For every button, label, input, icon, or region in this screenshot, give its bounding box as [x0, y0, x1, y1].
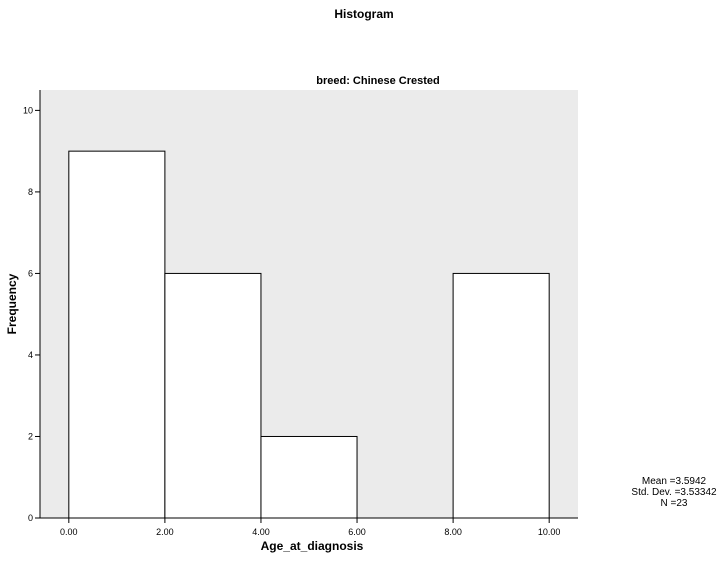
y-tick-label: 10 [23, 105, 33, 115]
x-tick-label: 0.00 [60, 527, 78, 537]
histogram-bar [164, 272, 262, 519]
stats-n: N =23 [661, 498, 688, 509]
y-tick-label: 8 [28, 187, 33, 197]
x-axis-label: Age_at_diagnosis [261, 539, 364, 553]
x-tick-label: 2.00 [156, 527, 174, 537]
histogram-bar [68, 150, 166, 519]
x-tick-label: 4.00 [252, 527, 270, 537]
y-tick-label: 0 [28, 513, 33, 523]
x-tick-label: 6.00 [348, 527, 366, 537]
stats-mean: Mean =3.5942 [642, 476, 707, 487]
x-tick-label: 8.00 [444, 527, 462, 537]
axes [39, 90, 578, 519]
stats-std-dev: Std. Dev. =3.53342 [631, 487, 717, 498]
y-axis-label: Frequency [5, 273, 19, 334]
y-tick-label: 6 [28, 268, 33, 278]
x-axis-ticks: 0.00 2.00 4.00 6.00 8.00 10.00 [60, 518, 560, 537]
stats-box: Mean =3.5942 Std. Dev. =3.53342 N =23 [631, 476, 717, 509]
histogram-bar [260, 435, 358, 519]
chart-title: Histogram [334, 7, 393, 21]
x-tick-label: 10.00 [538, 527, 561, 537]
histogram-bar [452, 272, 550, 519]
y-tick-label: 4 [28, 350, 33, 360]
y-axis-ticks: 0 2 4 6 8 10 [23, 105, 40, 523]
chart-subtitle: breed: Chinese Crested [316, 75, 439, 87]
histogram-bars [68, 150, 550, 519]
y-tick-label: 2 [28, 431, 33, 441]
